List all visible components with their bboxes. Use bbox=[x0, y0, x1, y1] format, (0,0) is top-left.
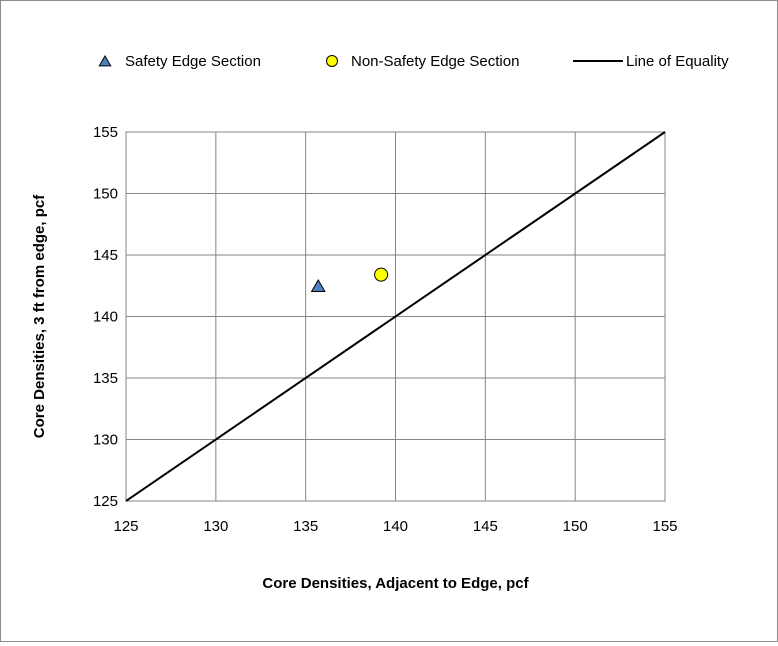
x-tick-label: 155 bbox=[652, 518, 677, 535]
x-axis-title: Core Densities, Adjacent to Edge, pcf bbox=[262, 575, 529, 592]
x-tick-label: 140 bbox=[383, 518, 408, 535]
line-of-equality bbox=[125, 131, 666, 502]
y-tick-label: 135 bbox=[93, 370, 118, 387]
x-tick-label: 125 bbox=[113, 518, 138, 535]
plot-area bbox=[125, 131, 666, 502]
legend-label-line-of-equality: Line of Equality bbox=[626, 53, 729, 70]
x-tick-label: 130 bbox=[203, 518, 228, 535]
y-tick-label: 145 bbox=[93, 247, 118, 264]
y-tick-label: 140 bbox=[93, 309, 118, 326]
safety-edge-point bbox=[310, 278, 326, 293]
legend: Safety Edge Section Non-Safety Edge Sect… bbox=[98, 53, 729, 70]
x-tick-labels: 125 130 135 140 145 150 155 bbox=[113, 518, 677, 535]
legend-item-non-safety-edge: Non-Safety Edge Section bbox=[326, 53, 519, 70]
y-tick-labels: 125 130 135 140 145 150 155 bbox=[93, 124, 118, 510]
y-tick-label: 125 bbox=[93, 493, 118, 510]
legend-marker-circle bbox=[326, 55, 338, 67]
x-tick-label: 150 bbox=[563, 518, 588, 535]
legend-item-line-of-equality: Line of Equality bbox=[573, 53, 729, 70]
legend-marker-triangle bbox=[98, 54, 112, 67]
y-tick-label: 150 bbox=[93, 186, 118, 203]
y-axis-title: Core Densities, 3 ft from edge, pcf bbox=[31, 194, 48, 438]
x-tick-label: 135 bbox=[293, 518, 318, 535]
y-tick-label: 155 bbox=[93, 124, 118, 141]
legend-item-safety-edge: Safety Edge Section bbox=[98, 53, 261, 70]
x-tick-label: 145 bbox=[473, 518, 498, 535]
legend-label-non-safety-edge: Non-Safety Edge Section bbox=[351, 53, 519, 70]
legend-label-safety-edge: Safety Edge Section bbox=[125, 53, 261, 70]
series-layer bbox=[125, 131, 666, 502]
non-safety-edge-point bbox=[374, 267, 389, 282]
y-tick-label: 130 bbox=[93, 432, 118, 449]
